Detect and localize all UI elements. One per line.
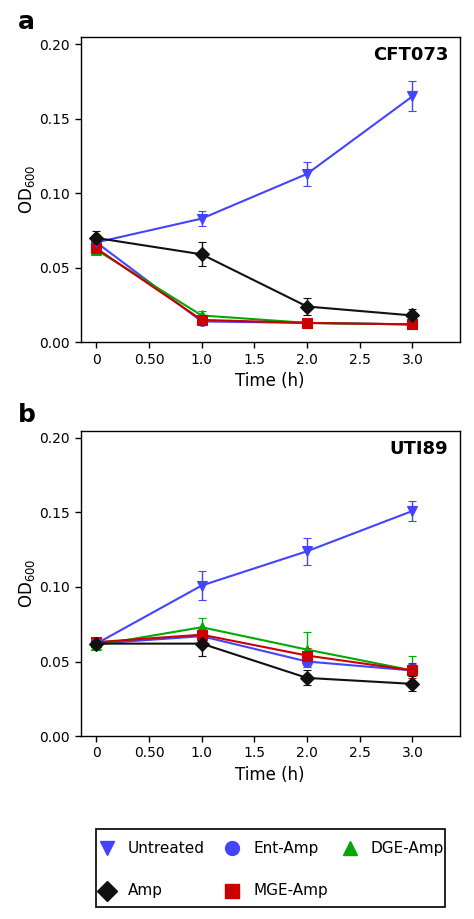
Text: DGE-Amp: DGE-Amp: [371, 841, 444, 856]
Y-axis label: OD$_{600}$: OD$_{600}$: [17, 165, 36, 214]
Text: b: b: [18, 403, 36, 427]
Text: Untreated: Untreated: [128, 841, 205, 856]
Text: UTI89: UTI89: [390, 439, 448, 458]
Text: Amp: Amp: [128, 883, 163, 899]
X-axis label: Time (h): Time (h): [236, 372, 305, 391]
Y-axis label: OD$_{600}$: OD$_{600}$: [17, 559, 36, 608]
Text: Ent-Amp: Ent-Amp: [253, 841, 319, 856]
Text: CFT073: CFT073: [373, 46, 448, 64]
Text: MGE-Amp: MGE-Amp: [253, 883, 328, 899]
FancyBboxPatch shape: [96, 829, 445, 907]
X-axis label: Time (h): Time (h): [236, 766, 305, 784]
Text: a: a: [18, 10, 35, 34]
